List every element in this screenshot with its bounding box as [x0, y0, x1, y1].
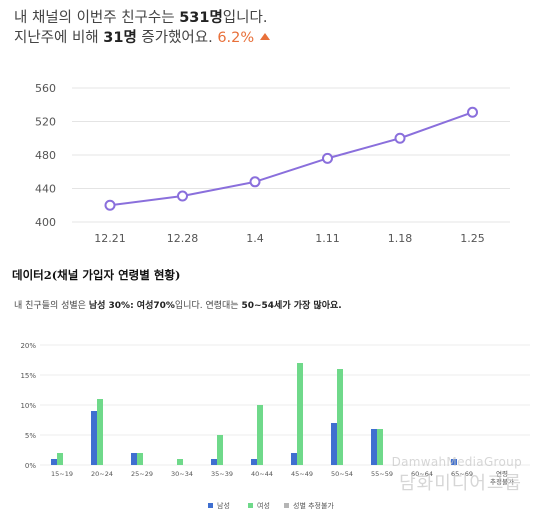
bar-x-tick-label: 40~44: [251, 470, 273, 478]
bar-male: [91, 411, 97, 465]
line-point: [249, 176, 261, 188]
increase-count: 31명: [103, 30, 137, 46]
line-y-tick-label: 560: [35, 82, 56, 95]
line-point: [467, 106, 478, 118]
bar-male: [331, 423, 337, 465]
header-line1-suffix: 입니다.: [222, 10, 268, 26]
bar-x-tick-label: 60~64: [411, 470, 433, 478]
header-line1-prefix: 내 채널의 이번주 친구수는: [14, 10, 180, 26]
line-x-tick-label: 12.28: [167, 232, 199, 245]
bar-x-tick-label: 30~34: [171, 470, 193, 478]
bar-x-tick-label: 20~24: [91, 470, 113, 478]
header-line2-prefix: 지난주에 비해: [14, 30, 104, 46]
bar-male: [51, 459, 57, 465]
line-series: [109, 111, 473, 207]
bar-male: [211, 459, 217, 465]
bar-y-tick-label: 5%: [25, 432, 36, 440]
bar-male: [291, 453, 297, 465]
line-x-tick-label: 1.25: [460, 232, 485, 245]
bar-female: [97, 399, 103, 465]
header-line-1: 내 채널의 이번주 친구수는 531명입니다.: [14, 6, 267, 27]
bar-x-tick-label: 55~59: [371, 470, 393, 478]
bar-male: [251, 459, 257, 465]
legend-label-female: 여성: [257, 501, 270, 510]
line-y-tick-label: 480: [35, 149, 56, 162]
age-gender-bar-chart: 0% 5% 10% 15% 20% 15~19 20~24 25~29 30~34 35~39 40…: [20, 342, 530, 510]
line-y-tick-label: 440: [35, 183, 56, 196]
summary-gender: 남성 30%: 여성70%: [88, 301, 175, 311]
line-x-tick-label: 1.18: [388, 232, 413, 245]
legend-swatch-female: [248, 503, 253, 508]
friend-count: 531명: [179, 10, 223, 26]
legend-label-unknown: 성별 추정불가: [293, 501, 334, 510]
legend-label-male: 남성: [217, 501, 230, 510]
section-title: 데이터2(채널 가입자 연령별 현황): [12, 268, 181, 282]
bar-female: [137, 453, 143, 465]
line-x-tick-label: 1.11: [315, 232, 340, 245]
bar-x-tick-label: 65~69: [451, 470, 473, 478]
line-x-tick-label: 1.4: [246, 232, 264, 245]
bar-female: [337, 369, 343, 465]
bar-y-tick-label: 20%: [20, 342, 36, 350]
line-y-tick-label: 400: [35, 216, 56, 229]
bar-male: [131, 453, 137, 465]
summary-middle: 입니다. 연령대는: [174, 301, 242, 311]
bar-female: [177, 459, 183, 465]
legend-swatch-unknown: [284, 503, 289, 508]
gender-age-summary: 내 친구들의 성별은 남성 30%: 여성70%입니다. 연령대는 50~54세…: [14, 298, 342, 311]
bar-female: [57, 453, 63, 465]
summary-prefix: 내 친구들의 성별은: [14, 301, 89, 311]
bar-male: [451, 459, 457, 465]
watermark-line1: DamwahMediaGroup: [391, 455, 522, 469]
bar-y-tick-label: 10%: [20, 402, 36, 410]
bar-x-tick-label: 15~19: [51, 470, 73, 478]
line-point: [394, 132, 406, 144]
line-y-tick-label: 520: [35, 116, 56, 129]
friend-count-line-chart: 400 440 480 520 560 12.21 12.28 1.4 1.11 1.18 1.25: [35, 82, 510, 245]
bar-x-tick-label: 35~39: [211, 470, 233, 478]
bar-y-tick-label: 15%: [20, 372, 36, 380]
bar-female: [217, 435, 223, 465]
bar-y-tick-label: 0%: [25, 462, 36, 470]
bar-female: [377, 429, 383, 465]
bar-female: [297, 363, 303, 465]
bar-male: [371, 429, 377, 465]
bar-x-tick-label: 25~29: [131, 470, 153, 478]
watermark: DamwahMediaGroup 담화미디어그룹: [392, 455, 522, 495]
triangle-up-icon: [260, 33, 271, 40]
header-line2-middle: 증가했어요.: [136, 30, 218, 46]
increase-percent: 6.2%: [217, 30, 255, 46]
line-point: [104, 199, 116, 211]
bar-x-tick-label: 45~49: [291, 470, 313, 478]
line-x-tick-label: 12.21: [94, 232, 126, 245]
line-point: [322, 152, 333, 164]
line-point: [177, 190, 188, 202]
summary-age: 50~54세가 가장 많아요.: [241, 301, 342, 311]
legend-swatch-male: [208, 503, 213, 508]
bar-female: [257, 405, 263, 465]
bar-x-tick-label: 연령: [496, 470, 508, 478]
watermark-line2: 담화미디어그룹: [399, 473, 522, 494]
bar-x-tick-label: 추정불가: [490, 477, 514, 486]
bar-x-tick-label: 50~54: [331, 470, 353, 478]
header-line-2: 지난주에 비해 31명 증가했어요. 6.2%: [14, 26, 271, 47]
